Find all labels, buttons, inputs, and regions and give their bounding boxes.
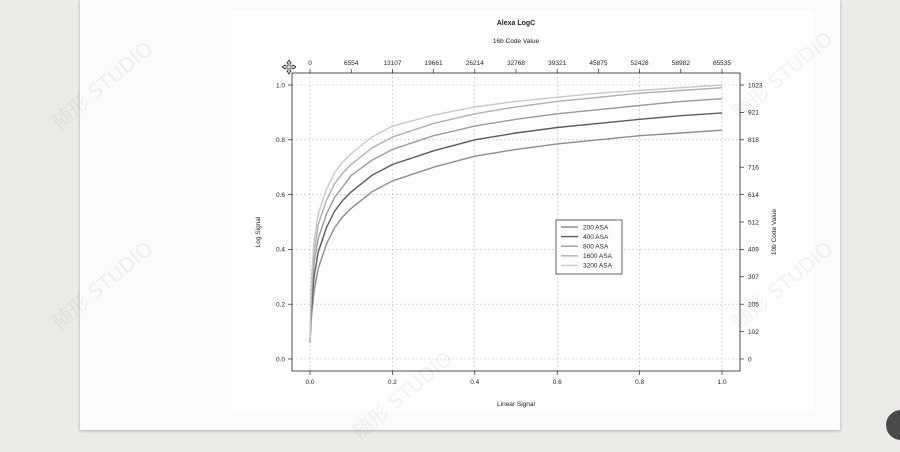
move-cursor-icon bbox=[282, 60, 296, 75]
legend-label: 800 ASA bbox=[583, 244, 609, 251]
legend-label: 200 ASA bbox=[583, 224, 609, 231]
top-tick-label: 6554 bbox=[344, 60, 359, 67]
plot-frame bbox=[291, 72, 741, 372]
ticks: 0.0 0.2 0.4 0.6 0.8 1.0 0.0 0.2 0.4 0.6 0.8 1.0 0 655… bbox=[276, 60, 763, 386]
top-tick-label: 45875 bbox=[589, 60, 607, 67]
curves bbox=[309, 84, 723, 343]
right-tick-label: 716 bbox=[748, 165, 759, 172]
legend: 200 ASA 400 ASA 800 ASA 1600 ASA 3200 ASA bbox=[555, 219, 623, 275]
top-tick-label: 39321 bbox=[548, 60, 566, 67]
legend-label: 3200 ASA bbox=[583, 263, 613, 270]
y-tick-label: 0.0 bbox=[276, 356, 285, 363]
right-tick-label: 921 bbox=[748, 110, 759, 117]
x-axis-label: Linear Signal bbox=[497, 401, 535, 408]
top-tick-label: 19661 bbox=[425, 60, 443, 67]
right-tick-label: 307 bbox=[748, 274, 759, 281]
top-tick-label: 32768 bbox=[507, 60, 525, 67]
chart-figure: 0.0 0.2 0.4 0.6 0.8 1.0 0.0 0.2 0.4 0.6 0.8 1.0 0 655… bbox=[232, 10, 814, 412]
chart-svg: 0.0 0.2 0.4 0.6 0.8 1.0 0.0 0.2 0.4 0.6 0.8 1.0 0 655… bbox=[255, 20, 778, 408]
y-tick-label: 0.6 bbox=[276, 192, 285, 199]
legend-label: 1600 ASA bbox=[583, 253, 613, 260]
chart-title: Alexa LogC bbox=[497, 20, 536, 27]
right-tick-label: 205 bbox=[748, 302, 759, 309]
top-tick-label: 58982 bbox=[672, 60, 690, 67]
right-tick-label: 102 bbox=[748, 329, 759, 336]
slide-canvas: 0.0 0.2 0.4 0.6 0.8 1.0 0.0 0.2 0.4 0.6 0.8 1.0 0 655… bbox=[80, 0, 840, 430]
right-tick-label: 818 bbox=[748, 137, 759, 144]
x-tick-label: 1.0 bbox=[717, 379, 726, 386]
right-tick-label: 512 bbox=[748, 219, 759, 226]
top-tick-label: 26214 bbox=[466, 60, 484, 67]
right-tick-label: 614 bbox=[748, 192, 759, 199]
series-line bbox=[309, 87, 723, 343]
x-tick-label: 0.0 bbox=[305, 379, 314, 386]
x-tick-label: 0.8 bbox=[635, 379, 644, 386]
right-tick-label: 0 bbox=[748, 356, 752, 363]
x-tick-label: 0.6 bbox=[553, 379, 562, 386]
grid bbox=[292, 73, 740, 371]
top-tick-label: 13107 bbox=[383, 60, 401, 67]
top-tick-label: 65535 bbox=[713, 60, 731, 67]
top-tick-label: 52428 bbox=[631, 60, 649, 67]
right-axis-label: 10b Code Value bbox=[771, 209, 778, 256]
y-axis-label: Log Signal bbox=[255, 216, 262, 247]
y-tick-label: 0.2 bbox=[276, 302, 285, 309]
top-tick-label: 0 bbox=[308, 60, 312, 67]
y-tick-label: 0.8 bbox=[276, 137, 285, 144]
corner-button[interactable] bbox=[886, 410, 900, 440]
series-line bbox=[309, 112, 723, 343]
right-tick-label: 1023 bbox=[748, 82, 763, 89]
y-tick-label: 1.0 bbox=[276, 82, 285, 89]
y-tick-label: 0.4 bbox=[276, 247, 285, 254]
series-line bbox=[309, 98, 723, 343]
right-tick-label: 409 bbox=[748, 247, 759, 254]
legend-label: 400 ASA bbox=[583, 234, 609, 241]
series-line bbox=[309, 84, 723, 343]
series-line bbox=[309, 129, 723, 343]
x-tick-label: 0.4 bbox=[470, 379, 479, 386]
top-axis-label: 16b Code Value bbox=[493, 38, 540, 45]
x-tick-label: 0.2 bbox=[388, 379, 397, 386]
